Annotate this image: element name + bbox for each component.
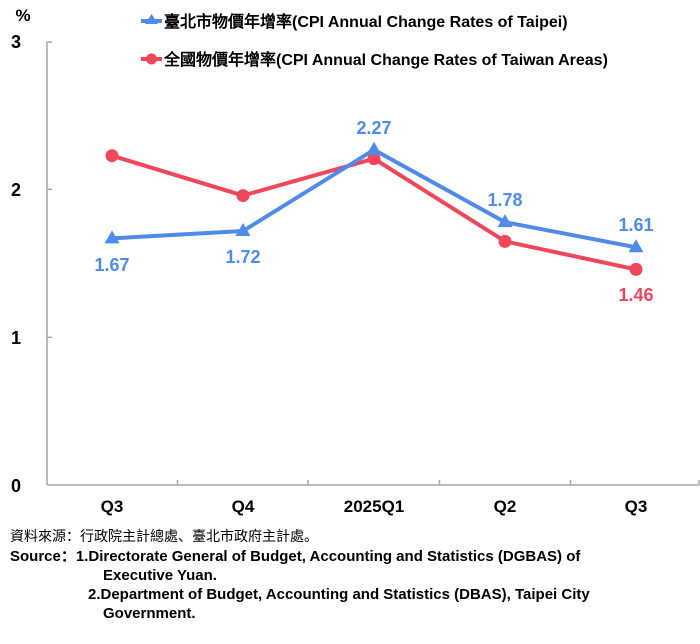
- x-tick-q2-2025: Q2: [494, 497, 517, 516]
- taipei-label-q4-2024: 1.72: [225, 247, 260, 267]
- source-2a: 2.Department of Budget, Accounting and S…: [88, 586, 590, 603]
- taiwan-markers: [105, 149, 643, 276]
- triangle-marker-icon: [366, 141, 382, 155]
- x-tick-q3-2025: Q3: [625, 497, 648, 516]
- triangle-marker-icon: [235, 223, 251, 237]
- source-line-1: Source：1.Directorate General of Budget, …: [10, 547, 700, 566]
- circle-marker-icon: [236, 189, 250, 203]
- circle-marker-icon: [367, 152, 381, 166]
- taipei-label-q3-2025: 1.61: [618, 215, 653, 235]
- source-1b: Executive Yuan.: [103, 567, 217, 584]
- taiwan-line: [111, 153, 637, 272]
- x-tick-q3-2024: Q3: [101, 497, 124, 516]
- triangle-marker-icon: [104, 230, 120, 244]
- legend-label-taipei: 臺北市物價年增率(CPI Annual Change Rates of Taip…: [164, 12, 568, 31]
- axes: [46, 41, 700, 486]
- source-zh: 資料來源：行政院主計總處、臺北市政府主計處。: [10, 529, 318, 545]
- x-tick-2025q1: 2025Q1: [344, 497, 405, 516]
- series-taiwan: [105, 149, 643, 276]
- taipei-markers: [104, 141, 644, 253]
- data-labels: 1.67 1.72 2.27 1.78 1.61 1.46: [94, 118, 653, 305]
- legend-item-taipei: 臺北市物價年增率(CPI Annual Change Rates of Taip…: [141, 12, 568, 31]
- triangle-marker-icon: [628, 239, 644, 253]
- y-tick-3: 3: [11, 32, 21, 52]
- taipei-label-q2-2025: 1.78: [487, 190, 522, 210]
- source-1a: 1.Directorate General of Budget, Account…: [75, 548, 581, 565]
- x-tick-labels: Q3 Q4 2025Q1 Q2 Q3: [101, 497, 648, 516]
- legend-label-taiwan: 全國物價年增率(CPI Annual Change Rates of Taiwa…: [163, 50, 608, 69]
- series-taipei: [104, 141, 644, 253]
- triangle-marker-icon: [497, 214, 513, 228]
- circle-marker-icon: [498, 234, 512, 248]
- y-tick-labels: 3 2 1 0: [11, 32, 21, 496]
- taipei-label-2025q1: 2.27: [356, 118, 391, 138]
- y-tick-2: 2: [11, 180, 21, 200]
- source-notes: 資料來源：行政院主計總處、臺北市政府主計處。 Source：1.Director…: [10, 528, 700, 623]
- circle-marker-icon: [629, 262, 643, 276]
- circle-marker-icon: [105, 149, 119, 163]
- y-tick-1: 1: [11, 328, 21, 348]
- cpi-line-chart: % 3 2 1 0 Q3 Q4 2025Q1 Q2 Q3 1.67: [11, 6, 700, 516]
- y-axis-unit: %: [15, 6, 30, 25]
- triangle-marker-icon: [145, 14, 158, 24]
- legend-item-taiwan: 全國物價年增率(CPI Annual Change Rates of Taiwa…: [141, 50, 608, 69]
- taiwan-label-q3-2025: 1.46: [618, 285, 653, 305]
- legend: 臺北市物價年增率(CPI Annual Change Rates of Taip…: [141, 12, 608, 69]
- y-tick-0: 0: [11, 476, 21, 496]
- source-label: Source：: [10, 548, 76, 565]
- source-2b: Government.: [103, 605, 196, 622]
- circle-marker-icon: [146, 53, 157, 65]
- x-tick-q4-2024: Q4: [232, 497, 255, 516]
- taipei-label-q3-2024: 1.67: [94, 255, 129, 275]
